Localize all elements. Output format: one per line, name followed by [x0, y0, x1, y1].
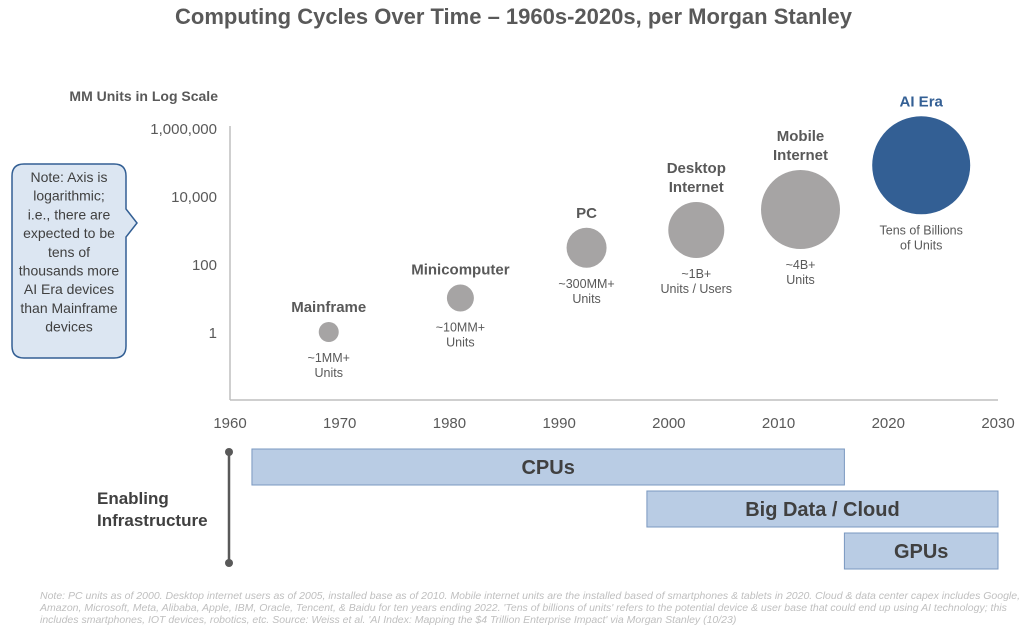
bubble-label: ~1B+ Units / Users	[661, 267, 733, 296]
bubbles: Mainframe ~1MM+ Units Minicomputer ~10MM+ Uni…	[291, 93, 971, 380]
bubble-label: ~4B+ Units	[786, 258, 816, 287]
bubble-title: Mobile Internet	[773, 128, 828, 164]
chart-title: Computing Cycles Over Time – 1960s-2020s…	[175, 4, 852, 29]
infra-bracket-dot	[225, 559, 233, 567]
bubble-title: PC	[576, 205, 597, 222]
footnote: Note: PC units as of 2000. Desktop inter…	[40, 590, 1021, 626]
x-tick-label: 1970	[323, 415, 356, 432]
infra-bar-label: GPUs	[894, 541, 948, 563]
x-tick-label: 1960	[213, 415, 246, 432]
bubble-label: ~10MM+ Units	[436, 321, 485, 350]
infra-bar	[843, 532, 999, 570]
infra-bar-label: CPUs	[521, 457, 574, 479]
x-tick-label: 2030	[981, 415, 1014, 432]
bubble	[668, 202, 725, 258]
y-tick-label: 1,000,000	[150, 121, 217, 138]
infra-bar	[646, 490, 999, 528]
x-tick-label: 2010	[762, 415, 795, 432]
bubble-label: ~1MM+ Units	[308, 351, 350, 380]
x-tick-label: 2020	[872, 415, 905, 432]
y-axis-label: MM Units in Log Scale	[69, 88, 218, 104]
note-callout: Note: Axis is logarithmic; i.e., there are…	[11, 163, 138, 359]
infra-bracket-dot	[225, 448, 233, 456]
note-box	[11, 163, 138, 359]
x-tick-label: 1990	[542, 415, 575, 432]
y-tick-label: 10,000	[171, 189, 217, 206]
bubble	[566, 227, 607, 268]
infrastructure-bars: Enabling Infrastructure CPUs Big Data / Clo…	[97, 448, 999, 570]
bubble	[761, 170, 841, 250]
infra-label: Enabling Infrastructure	[97, 489, 208, 530]
infra-bar-label: Big Data / Cloud	[745, 499, 899, 521]
chart-canvas: MM Units in Log Scale 1,000,000 10,000 100…	[11, 88, 1015, 570]
bubble	[872, 116, 971, 215]
infra-bar	[251, 448, 845, 486]
note-text: Note: Axis is logarithmic; i.e., there are…	[19, 169, 120, 335]
axes: MM Units in Log Scale	[69, 88, 998, 401]
bubble-title: Mainframe	[291, 299, 366, 316]
bubble-title: Minicomputer	[411, 262, 509, 279]
x-tick-label: 1980	[433, 415, 466, 432]
bubble-label: ~300MM+ Units	[558, 277, 614, 306]
bubble	[318, 322, 339, 342]
axis-ticks: 1,000,000 10,000 100 1 1960 1970 1980 1990 2000 2…	[150, 121, 1014, 432]
bubble-title: AI Era	[900, 93, 944, 110]
y-tick-label: 1	[209, 325, 217, 342]
bubble-title: Desktop Internet	[667, 160, 726, 196]
x-tick-label: 2000	[652, 415, 685, 432]
bubble	[446, 284, 474, 312]
y-tick-label: 100	[192, 257, 217, 274]
bubble-label: Tens of Billions of Units	[880, 223, 963, 252]
